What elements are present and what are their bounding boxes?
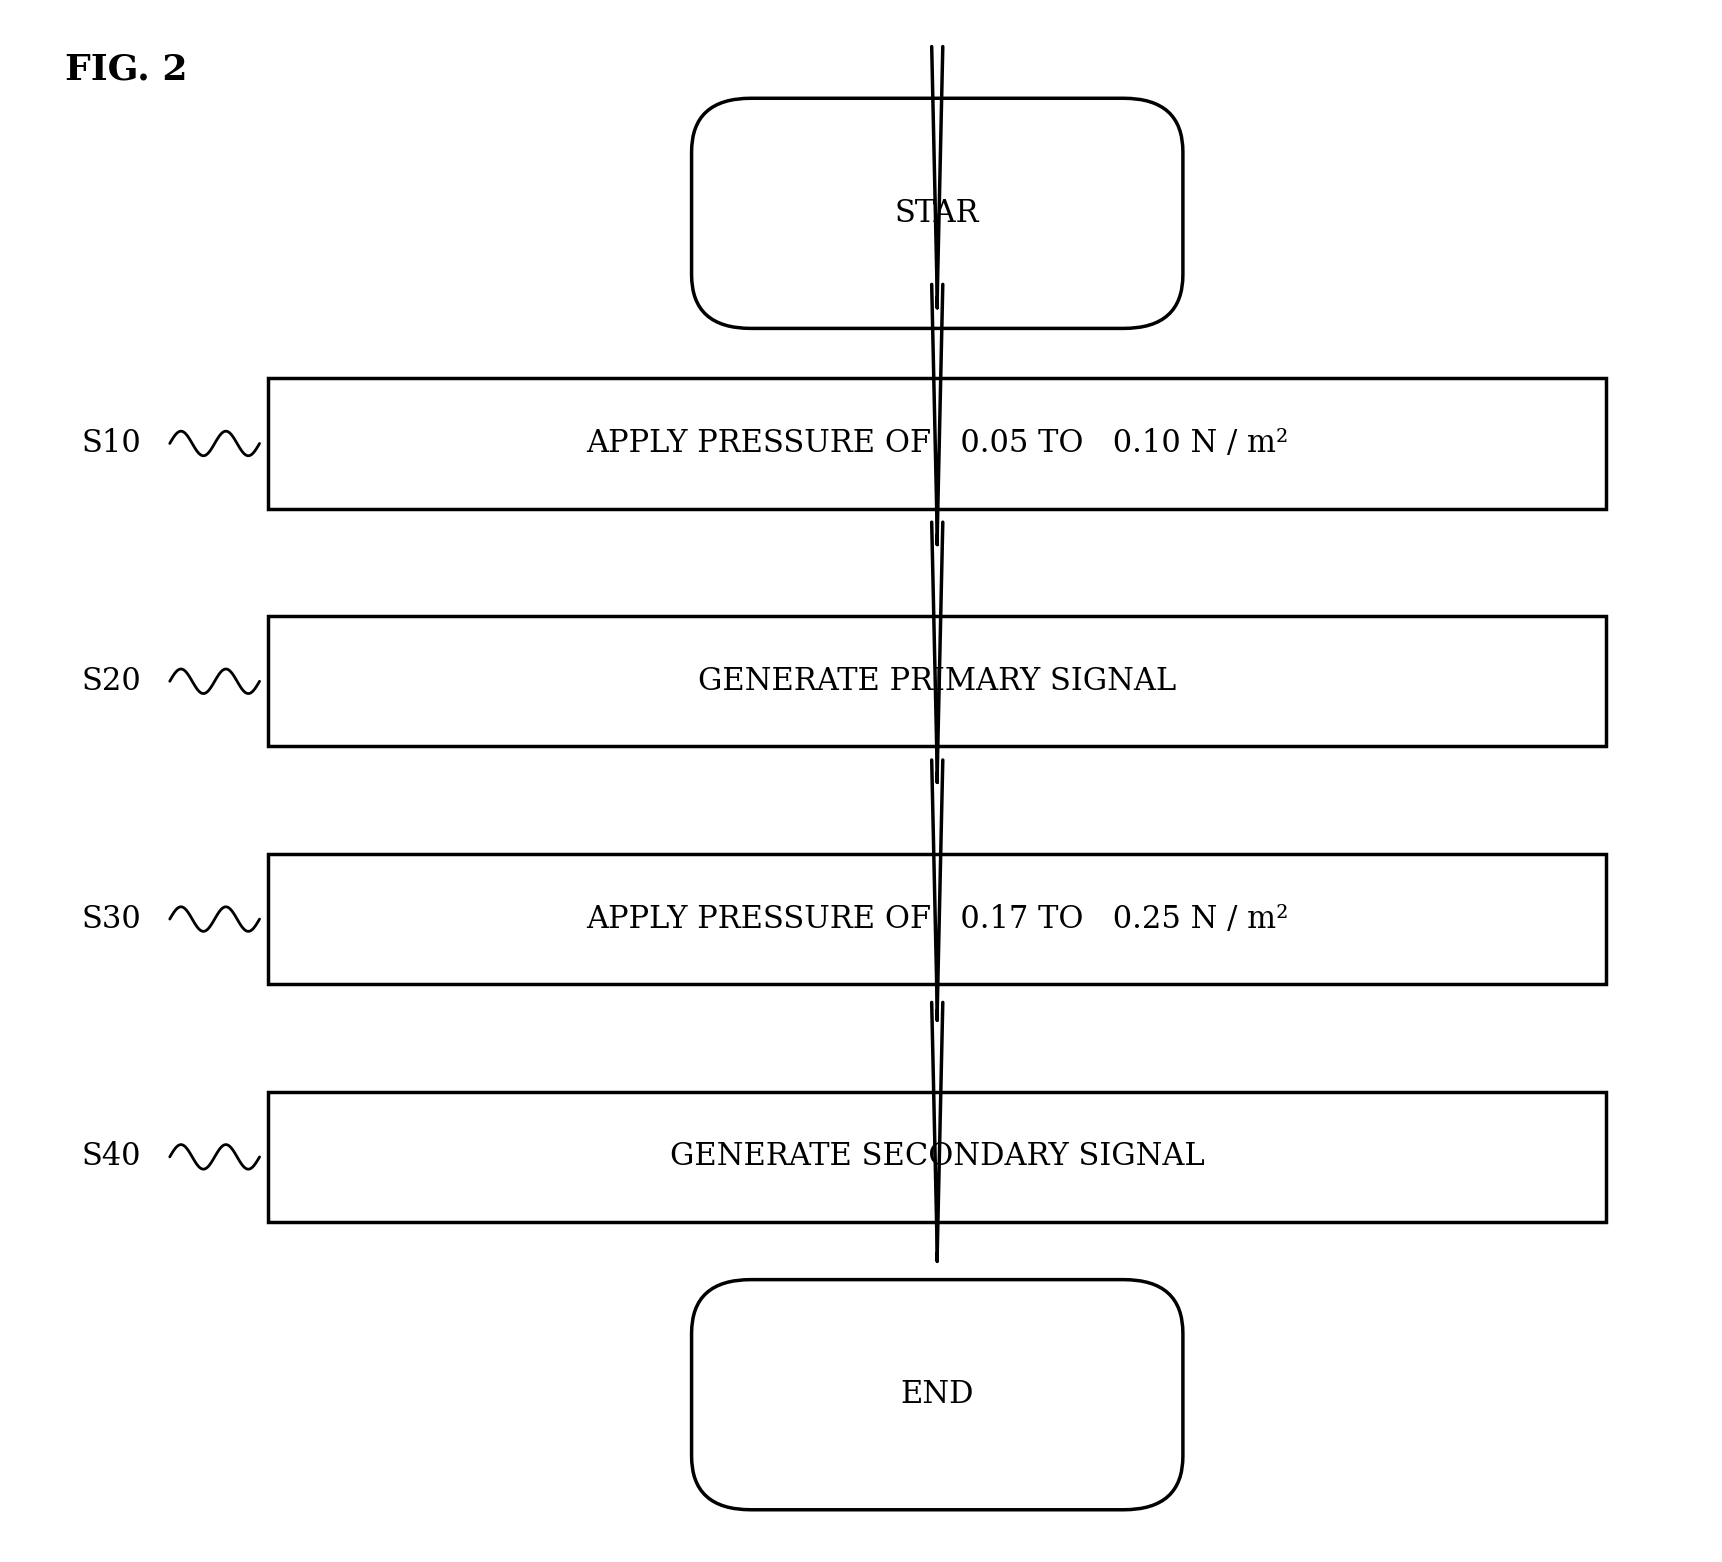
Text: S30: S30	[81, 903, 141, 934]
FancyBboxPatch shape	[692, 98, 1183, 328]
Text: FIG. 2: FIG. 2	[65, 52, 188, 86]
FancyBboxPatch shape	[692, 1279, 1183, 1510]
Text: APPLY PRESSURE OF   0.05 TO   0.10 N / m²: APPLY PRESSURE OF 0.05 TO 0.10 N / m²	[585, 428, 1288, 459]
Bar	[269, 854, 1607, 984]
Text: END: END	[901, 1379, 975, 1410]
Text: APPLY PRESSURE OF   0.17 TO   0.25 N / m²: APPLY PRESSURE OF 0.17 TO 0.25 N / m²	[585, 903, 1288, 934]
Text: STAR: STAR	[895, 198, 980, 230]
Text: GENERATE SECONDARY SIGNAL: GENERATE SECONDARY SIGNAL	[670, 1142, 1205, 1173]
Text: S10: S10	[81, 428, 141, 459]
Text: GENERATE PRIMARY SIGNAL: GENERATE PRIMARY SIGNAL	[697, 665, 1176, 697]
Bar	[269, 378, 1607, 509]
Text: S40: S40	[81, 1142, 141, 1173]
Bar	[269, 1092, 1607, 1221]
Bar	[269, 615, 1607, 747]
Text: S20: S20	[81, 665, 141, 697]
